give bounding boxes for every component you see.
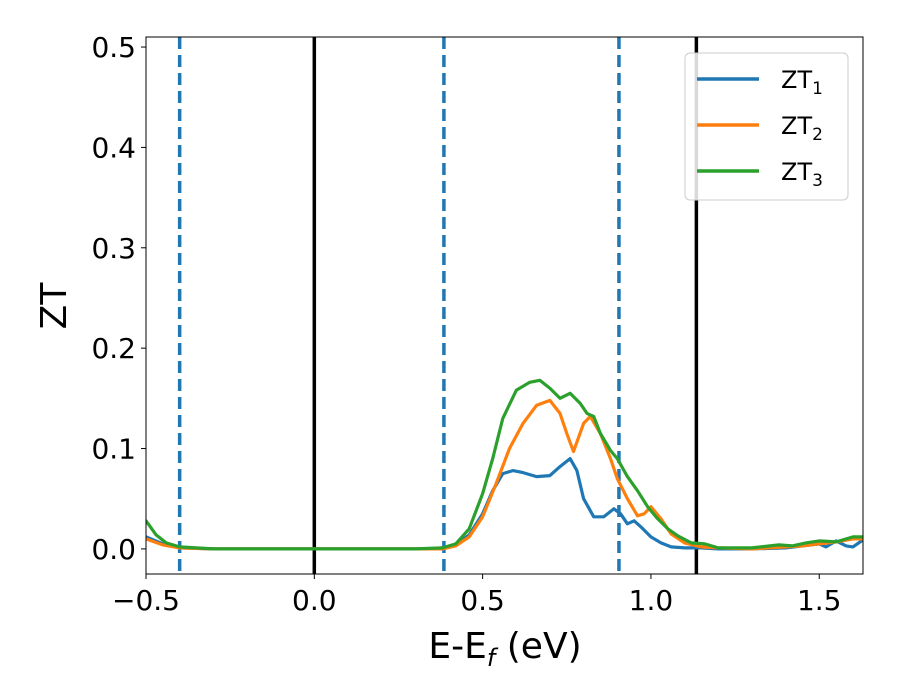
x-tick-label-5: 1.5 <box>797 584 842 617</box>
axis-ticks: −0.5 0.0 0.5 1.0 1.5 0.0 0.1 0.2 0.3 0.4 0.5 <box>91 31 841 617</box>
x-tick-label-4: 1.0 <box>629 584 674 617</box>
y-tick-label-3: 0.2 <box>91 332 136 365</box>
x-tick-label-2: 0.0 <box>292 584 337 617</box>
y-tick-label-6: 0.5 <box>91 31 136 64</box>
legend-label-main-3: ZT <box>781 158 812 186</box>
legend-label-subscript-2: 2 <box>812 125 823 145</box>
series-line-3 <box>146 378 863 551</box>
legend-label-1: ZT1 <box>781 66 823 99</box>
y-axis-label: ZT <box>34 282 75 330</box>
y-tick-label-2: 0.1 <box>91 433 136 466</box>
y-tick-label-5: 0.4 <box>91 131 136 164</box>
axes-frame <box>145 36 864 575</box>
legend-label-3: ZT3 <box>781 158 823 191</box>
legend-label-main-2: ZT <box>781 112 812 140</box>
legend-label-subscript-3: 3 <box>812 171 823 191</box>
y-tick-label-4: 0.3 <box>91 232 136 265</box>
x-axis-label-unit: (eV) <box>495 626 581 667</box>
legend-label-main-1: ZT <box>781 66 812 94</box>
legend-label-subscript-1: 1 <box>812 79 823 99</box>
x-tick-label-3: 0.5 <box>460 584 505 617</box>
series-line-1 <box>146 457 863 551</box>
legend-frame <box>684 52 849 201</box>
legend-label-2: ZT2 <box>781 112 823 145</box>
y-tick-label-1: 0.0 <box>91 533 136 566</box>
x-tick-label-1: −0.5 <box>112 584 180 617</box>
x-axis-label: E-Ef (eV) <box>428 626 581 672</box>
